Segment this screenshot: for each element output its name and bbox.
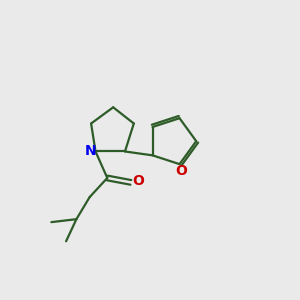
Text: O: O [132, 174, 144, 188]
Text: O: O [175, 164, 187, 178]
Text: N: N [84, 144, 96, 158]
